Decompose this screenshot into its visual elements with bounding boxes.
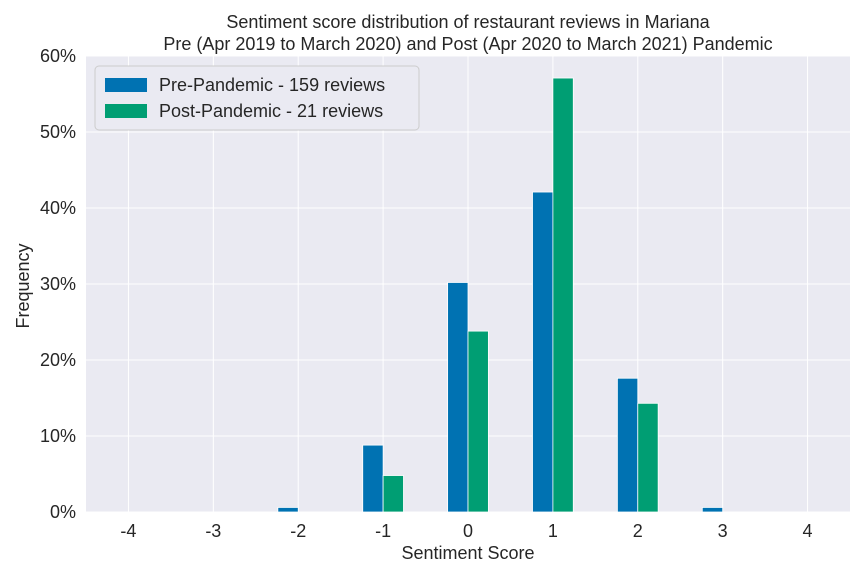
x-tick-label: 2 [633, 521, 643, 541]
x-axis-ticks: -4 -3 -2 -1 0 1 2 3 4 [120, 521, 812, 541]
x-tick-label: -3 [205, 521, 221, 541]
y-tick-label: 30% [40, 274, 76, 294]
bar-post-pandemic [382, 475, 404, 513]
legend-swatch-pre-pandemic [105, 78, 147, 92]
y-axis-ticks: 0% 10% 20% 30% 40% 50% 60% [40, 46, 76, 522]
legend-swatch-post-pandemic [105, 104, 147, 118]
bar-post-pandemic [637, 402, 659, 513]
y-tick-label: 50% [40, 122, 76, 142]
x-tick-label: -1 [375, 521, 391, 541]
bar-pre-pandemic [532, 191, 554, 513]
bar-pre-pandemic [277, 507, 299, 513]
x-tick-label: -4 [120, 521, 136, 541]
bar-pre-pandemic [362, 444, 384, 513]
x-tick-label: -2 [290, 521, 306, 541]
legend-box [94, 65, 420, 131]
y-axis-label: Frequency [13, 243, 33, 328]
bar-post-pandemic [552, 77, 574, 513]
y-tick-label: 40% [40, 198, 76, 218]
bar-pre-pandemic [447, 282, 469, 513]
chart-title: Sentiment score distribution of restaura… [226, 12, 710, 32]
legend-label-post-pandemic: Post-Pandemic - 21 reviews [159, 101, 383, 121]
y-tick-label: 10% [40, 426, 76, 446]
bar-pre-pandemic [617, 377, 639, 513]
x-tick-label: 3 [718, 521, 728, 541]
legend-label-pre-pandemic: Pre-Pandemic - 159 reviews [159, 75, 385, 95]
y-tick-label: 60% [40, 46, 76, 66]
y-tick-label: 20% [40, 350, 76, 370]
bars-group [277, 77, 724, 513]
legend: Pre-Pandemic - 159 reviews Post-Pandemic… [94, 65, 420, 131]
x-tick-label: 4 [803, 521, 813, 541]
bar-pre-pandemic [701, 507, 724, 513]
x-axis-label: Sentiment Score [401, 543, 534, 563]
x-tick-label: 1 [548, 521, 558, 541]
x-tick-label: 0 [463, 521, 473, 541]
bar-post-pandemic [467, 330, 489, 513]
chart-subtitle: Pre (Apr 2019 to March 2020) and Post (A… [163, 34, 772, 54]
y-tick-label: 0% [50, 502, 76, 522]
